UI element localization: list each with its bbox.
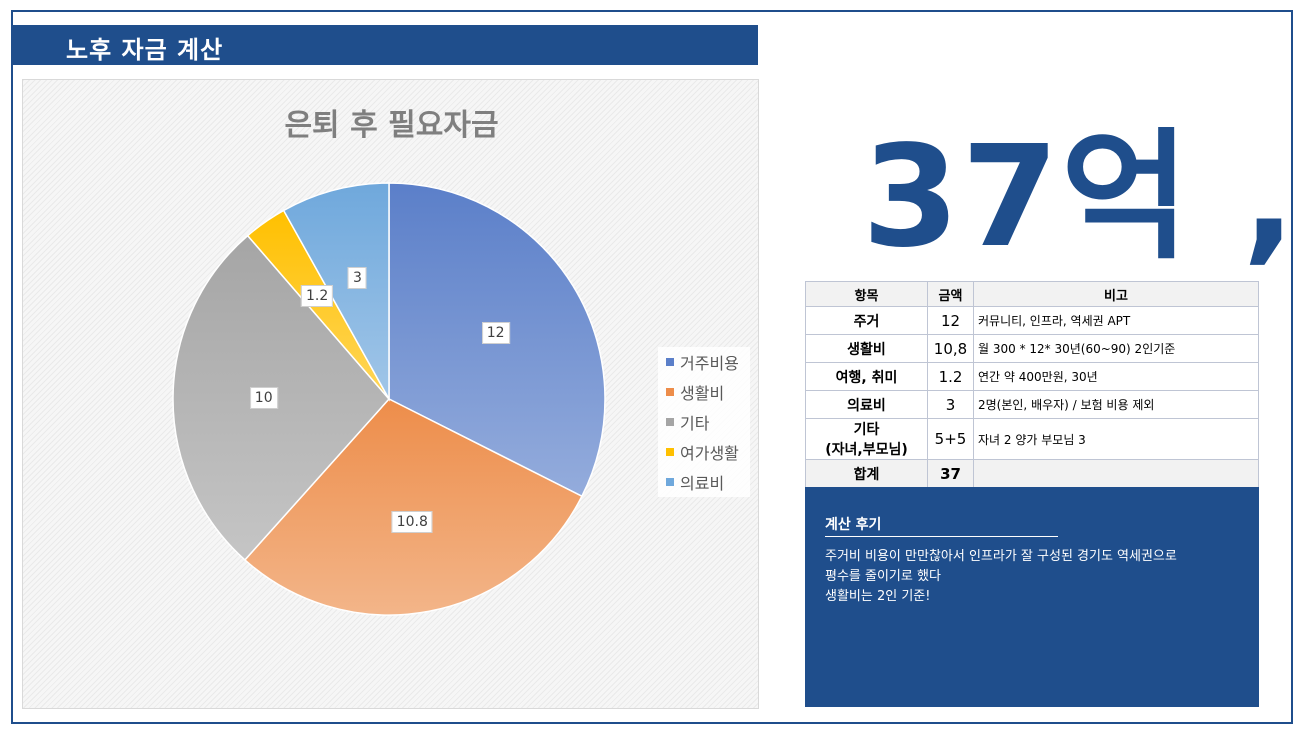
- pie-data-label: 3: [347, 266, 367, 289]
- pie-data-label: 12: [481, 322, 510, 345]
- table-total-row: 합계 37: [805, 459, 1259, 488]
- cell-note: 월 300 * 12* 30년(60~90) 2인기준: [973, 334, 1259, 363]
- pie-slice-5: [282, 182, 390, 402]
- legend-label: 기타: [680, 414, 710, 433]
- pie-slice-3: [172, 234, 390, 561]
- legend-item: 의료비: [658, 467, 750, 497]
- legend-item: 기타: [658, 407, 750, 437]
- table-row: 주거 12 커뮤니티, 인프라, 역세권 APT: [805, 306, 1259, 335]
- legend-item: 생활비: [658, 377, 750, 407]
- legend-swatch: [666, 418, 674, 426]
- cell-item-line1: 기타: [853, 422, 880, 438]
- legend-label: 거주비용: [680, 354, 739, 373]
- cell-note: 연간 약 400만원, 30년: [973, 362, 1259, 391]
- header-bar: 노후 자금 계산: [11, 25, 758, 65]
- cell-note: 자녀 2 양가 부모님 3: [973, 418, 1259, 460]
- cell-item: 의료비: [805, 390, 928, 419]
- cell-item: 기타 (자녀,부모님): [805, 418, 928, 460]
- header-note: 비고: [973, 281, 1259, 307]
- legend-swatch: [666, 358, 674, 366]
- legend-label: 생활비: [680, 384, 725, 403]
- total-note: [973, 459, 1259, 488]
- page-title: 노후 자금 계산: [66, 36, 224, 64]
- cell-amount: 3: [927, 390, 974, 419]
- table-row: 여행, 취미 1.2 연간 약 400만원, 30년: [805, 362, 1259, 391]
- review-line: 생활비는 2인 기준!: [825, 589, 931, 604]
- cell-item: 생활비: [805, 334, 928, 363]
- review-line: 평수를 줄이기로 했다: [825, 569, 941, 584]
- cell-item: 주거: [805, 306, 928, 335]
- total-label: 합계: [805, 459, 928, 488]
- cell-amount: 5+5: [927, 418, 974, 460]
- cell-item: 여행, 취미: [805, 362, 928, 391]
- review-body: 주거비 비용이 만만찮아서 인프라가 잘 구성된 경기도 역세권으로 평수를 줄…: [825, 547, 1245, 607]
- review-panel: 계산 후기 주거비 비용이 만만찮아서 인프라가 잘 구성된 경기도 역세권으로…: [805, 487, 1259, 707]
- cell-note: 2명(본인, 배우자) / 보험 비용 제외: [973, 390, 1259, 419]
- table-header-row: 항목 금액 비고: [805, 281, 1259, 307]
- legend-item: 거주비용: [658, 347, 750, 377]
- review-title: 계산 후기: [825, 517, 882, 533]
- header-amount: 금액: [927, 281, 974, 307]
- cell-note: 커뮤니티, 인프라, 역세권 APT: [973, 306, 1259, 335]
- header-item: 항목: [805, 281, 928, 307]
- pie-slice-2: [243, 398, 583, 616]
- pie-data-label: 1.2: [300, 285, 334, 308]
- chart-title: 은퇴 후 필요자금: [284, 108, 499, 143]
- legend-item: 여가생활: [658, 437, 750, 467]
- pie-chart: [172, 182, 606, 616]
- legend-swatch: [666, 478, 674, 486]
- legend-swatch: [666, 388, 674, 396]
- total-amount: 37: [927, 459, 974, 488]
- cell-amount: 1.2: [927, 362, 974, 391]
- table-row: 생활비 10,8 월 300 * 12* 30년(60~90) 2인기준: [805, 334, 1259, 363]
- slide-frame: [11, 10, 1293, 724]
- legend-label: 여가생활: [680, 444, 739, 463]
- table-row: 의료비 3 2명(본인, 배우자) / 보험 비용 제외: [805, 390, 1259, 419]
- cell-amount: 12: [927, 306, 974, 335]
- review-line: 주거비 비용이 만만찮아서 인프라가 잘 구성된 경기도 역세권으로: [825, 549, 1177, 564]
- review-divider: [825, 536, 1058, 537]
- pie-data-label: 10.8: [391, 511, 433, 534]
- table-row: 기타 (자녀,부모님) 5+5 자녀 2 양가 부모님 3: [805, 418, 1259, 460]
- total-amount-display: 37억 ,: [862, 116, 1298, 279]
- legend-swatch: [666, 448, 674, 456]
- pie-data-label: 10: [249, 386, 278, 409]
- summary-table: 항목 금액 비고 주거 12 커뮤니티, 인프라, 역세권 APT 생활비 10…: [805, 281, 1259, 488]
- cell-amount: 10,8: [927, 334, 974, 363]
- cell-item-line2: (자녀,부모님): [825, 442, 908, 458]
- legend-label: 의료비: [680, 474, 725, 493]
